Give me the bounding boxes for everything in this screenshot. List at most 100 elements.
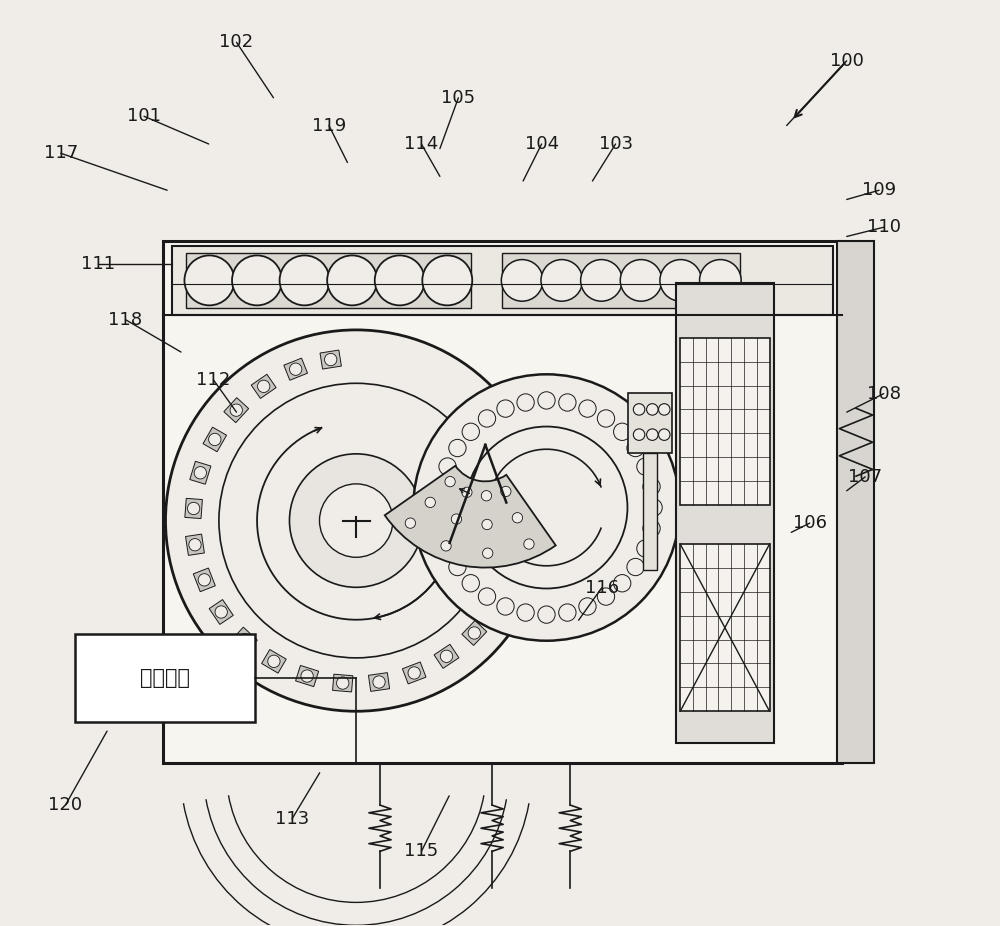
Circle shape (425, 497, 435, 507)
Text: 101: 101 (127, 107, 161, 125)
Text: 105: 105 (441, 89, 475, 106)
Circle shape (512, 513, 523, 523)
Polygon shape (262, 649, 286, 673)
Text: 102: 102 (219, 33, 254, 51)
Circle shape (441, 541, 451, 551)
Text: 119: 119 (312, 117, 346, 134)
Polygon shape (186, 534, 204, 556)
Circle shape (559, 604, 576, 621)
Circle shape (647, 429, 658, 441)
Circle shape (194, 467, 206, 479)
Circle shape (431, 499, 448, 516)
Circle shape (538, 606, 555, 623)
Text: 116: 116 (585, 579, 619, 597)
Circle shape (478, 588, 496, 606)
Circle shape (517, 604, 534, 621)
Circle shape (483, 548, 493, 558)
Text: 107: 107 (848, 468, 882, 486)
Text: 112: 112 (196, 370, 230, 389)
Circle shape (643, 519, 660, 537)
Circle shape (579, 598, 596, 615)
Circle shape (620, 259, 662, 301)
Polygon shape (190, 461, 211, 484)
Circle shape (660, 259, 702, 301)
Circle shape (627, 558, 644, 576)
Circle shape (700, 259, 741, 301)
Circle shape (408, 667, 420, 679)
Circle shape (440, 650, 453, 662)
Circle shape (581, 259, 622, 301)
Circle shape (230, 404, 242, 417)
Polygon shape (185, 498, 202, 519)
Circle shape (647, 404, 658, 415)
Circle shape (422, 256, 472, 306)
Text: 114: 114 (404, 135, 439, 153)
Text: 108: 108 (867, 384, 901, 403)
Circle shape (433, 519, 450, 537)
Circle shape (538, 392, 555, 409)
Circle shape (445, 477, 455, 487)
Circle shape (637, 540, 654, 557)
Bar (502, 253, 740, 307)
Text: 控制装置: 控制装置 (140, 668, 190, 688)
Circle shape (559, 394, 576, 411)
Circle shape (232, 256, 282, 306)
Bar (75, 634, 255, 722)
Circle shape (215, 606, 227, 619)
Circle shape (289, 454, 423, 587)
Circle shape (439, 457, 456, 475)
Polygon shape (333, 674, 353, 692)
Text: 115: 115 (404, 843, 439, 860)
Polygon shape (368, 672, 390, 692)
Circle shape (327, 256, 377, 306)
Circle shape (290, 363, 302, 375)
Polygon shape (224, 397, 249, 422)
Polygon shape (501, 559, 522, 582)
Polygon shape (434, 644, 459, 669)
Circle shape (505, 565, 517, 577)
Circle shape (597, 588, 615, 606)
Bar (676, 282, 774, 743)
Text: 118: 118 (108, 311, 143, 329)
Text: 111: 111 (81, 256, 115, 273)
Circle shape (633, 429, 645, 441)
Bar (643, 453, 657, 570)
Circle shape (501, 486, 511, 496)
Circle shape (524, 539, 534, 549)
Circle shape (449, 439, 466, 457)
Circle shape (337, 677, 349, 689)
Polygon shape (462, 620, 487, 645)
Circle shape (184, 256, 234, 306)
Circle shape (517, 394, 534, 411)
Bar (172, 245, 833, 315)
Circle shape (637, 457, 654, 475)
Circle shape (645, 499, 662, 516)
Circle shape (413, 374, 680, 641)
Polygon shape (484, 592, 508, 617)
Polygon shape (296, 666, 319, 687)
Text: 106: 106 (793, 514, 827, 532)
Polygon shape (193, 568, 215, 592)
Circle shape (449, 558, 466, 576)
Circle shape (497, 598, 514, 615)
Bar (680, 338, 770, 505)
Circle shape (478, 410, 496, 427)
Circle shape (433, 478, 450, 495)
Circle shape (451, 514, 462, 524)
Text: 103: 103 (599, 135, 633, 153)
Text: 109: 109 (862, 181, 896, 199)
Circle shape (268, 656, 280, 668)
Bar (628, 393, 672, 453)
Circle shape (541, 259, 583, 301)
Circle shape (198, 574, 210, 586)
Text: 104: 104 (525, 135, 559, 153)
Wedge shape (385, 466, 556, 568)
Circle shape (614, 575, 631, 592)
Polygon shape (402, 662, 426, 684)
Circle shape (579, 400, 596, 418)
Polygon shape (232, 627, 257, 652)
Circle shape (375, 256, 425, 306)
Bar (680, 544, 770, 711)
Circle shape (597, 410, 615, 427)
Circle shape (219, 383, 493, 657)
